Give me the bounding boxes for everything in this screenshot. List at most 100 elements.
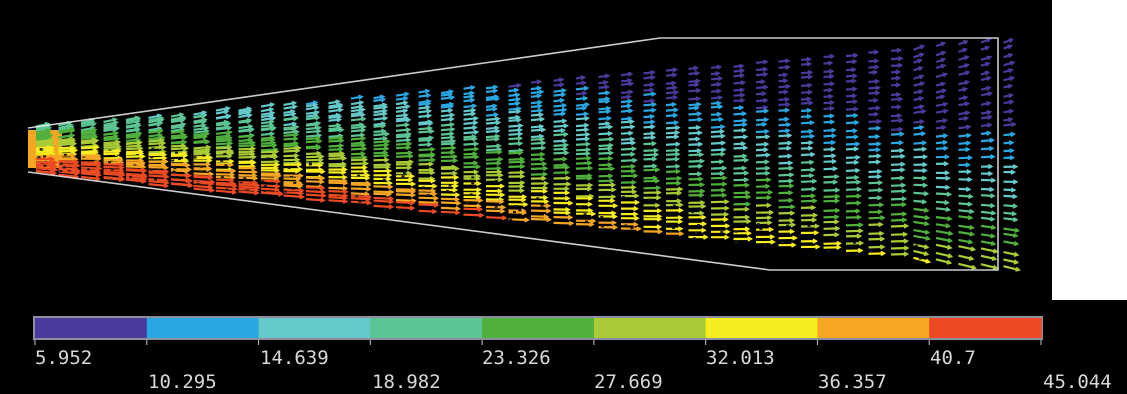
velocity-vector-head xyxy=(516,117,522,123)
velocity-vector xyxy=(148,118,164,124)
velocity-vector-head xyxy=(297,183,304,189)
velocity-vector xyxy=(463,121,478,125)
velocity-vector xyxy=(395,109,407,113)
velocity-vector-head xyxy=(450,141,456,147)
velocity-vector xyxy=(553,119,566,123)
velocity-vector-head xyxy=(673,89,680,96)
velocity-vector-head xyxy=(341,169,347,176)
velocity-vector xyxy=(868,203,883,207)
velocity-vector xyxy=(395,105,410,110)
velocity-vector-head xyxy=(408,153,414,159)
velocity-vector xyxy=(485,85,497,90)
velocity-vector-head xyxy=(654,167,661,173)
velocity-vector-head xyxy=(430,157,437,163)
velocity-vector xyxy=(688,143,702,146)
velocity-vector xyxy=(958,71,970,76)
velocity-vector xyxy=(980,92,992,97)
velocity-vector-head xyxy=(407,161,413,167)
velocity-vector xyxy=(373,124,385,128)
velocity-vector-head xyxy=(895,82,902,88)
velocity-vector xyxy=(283,137,298,141)
velocity-vector-head xyxy=(497,177,504,183)
velocity-vector-head xyxy=(361,124,367,130)
velocity-vector-head xyxy=(989,186,995,193)
velocity-vector xyxy=(620,90,633,95)
velocity-vector-head xyxy=(876,173,883,180)
velocity-vector xyxy=(530,125,543,129)
velocity-vector xyxy=(890,141,903,145)
velocity-vector-head xyxy=(876,168,883,175)
velocity-vector xyxy=(868,91,880,95)
velocity-vector xyxy=(890,203,906,207)
velocity-vector xyxy=(823,141,835,145)
velocity-vector-head xyxy=(746,218,752,225)
vector-speckle xyxy=(914,244,918,247)
velocity-vector-head xyxy=(963,39,969,45)
velocity-vector xyxy=(440,151,454,154)
velocity-vector-head xyxy=(965,146,971,153)
velocity-vector xyxy=(868,223,883,226)
velocity-vector-head xyxy=(449,122,456,128)
velocity-vector-head xyxy=(473,154,480,160)
velocity-vector xyxy=(643,136,655,139)
velocity-vector-head xyxy=(855,179,862,185)
velocity-vector xyxy=(958,141,970,145)
velocity-vector xyxy=(283,125,299,130)
velocity-vector-head xyxy=(940,57,947,63)
velocity-vector-head xyxy=(608,150,615,156)
velocity-vector-head xyxy=(472,120,479,126)
velocity-vector-head xyxy=(715,71,721,77)
velocity-vector-head xyxy=(716,100,722,106)
vector-speckle xyxy=(518,209,522,212)
velocity-vector xyxy=(620,165,635,168)
vector-speckle xyxy=(308,162,312,165)
velocity-vector-head xyxy=(564,164,571,171)
velocity-vector xyxy=(328,128,343,133)
velocity-vector xyxy=(935,72,947,78)
velocity-vector xyxy=(125,144,141,148)
velocity-vector-head xyxy=(763,117,770,123)
velocity-vector xyxy=(958,262,976,270)
velocity-vector xyxy=(373,192,391,196)
velocity-vector-head xyxy=(515,100,521,107)
velocity-vector xyxy=(238,176,257,180)
legend-label-upper-1: 5.952 xyxy=(35,347,93,369)
velocity-vector xyxy=(418,109,431,114)
velocity-vector xyxy=(733,191,749,195)
velocity-vector-head xyxy=(943,145,949,151)
velocity-vector-head xyxy=(587,195,594,201)
velocity-vector xyxy=(148,136,165,141)
velocity-vector xyxy=(845,176,859,179)
velocity-vector-head xyxy=(342,198,349,204)
velocity-vector-head xyxy=(806,113,813,120)
vector-speckle xyxy=(466,179,470,182)
velocity-vector xyxy=(1003,204,1017,208)
velocity-vector xyxy=(1003,265,1020,272)
legend-band-3 xyxy=(258,318,371,338)
velocity-vector-head xyxy=(898,96,904,102)
velocity-vector xyxy=(530,113,543,117)
velocity-vectors xyxy=(28,37,1021,272)
velocity-vector xyxy=(260,120,274,125)
velocity-vector xyxy=(305,126,321,131)
velocity-vector-head xyxy=(269,102,276,108)
velocity-vector-head xyxy=(945,223,952,229)
velocity-vector-head xyxy=(607,162,613,168)
vector-speckle xyxy=(756,223,760,226)
velocity-vector-head xyxy=(672,67,679,73)
velocity-vector-head xyxy=(898,140,904,146)
velocity-vector xyxy=(778,173,793,177)
velocity-vector-head xyxy=(694,105,700,111)
velocity-vector xyxy=(935,192,951,196)
velocity-vector-head xyxy=(360,107,366,113)
velocity-vector-head xyxy=(627,116,633,122)
velocity-vector-head xyxy=(335,99,341,105)
velocity-vector xyxy=(305,123,319,127)
velocity-vector xyxy=(170,147,188,151)
velocity-vector-head xyxy=(899,147,905,154)
velocity-vector-head xyxy=(204,139,211,145)
velocity-vector xyxy=(868,154,881,158)
velocity-vector-head xyxy=(477,197,484,204)
velocity-vector-head xyxy=(921,199,928,205)
velocity-vector xyxy=(778,147,791,150)
